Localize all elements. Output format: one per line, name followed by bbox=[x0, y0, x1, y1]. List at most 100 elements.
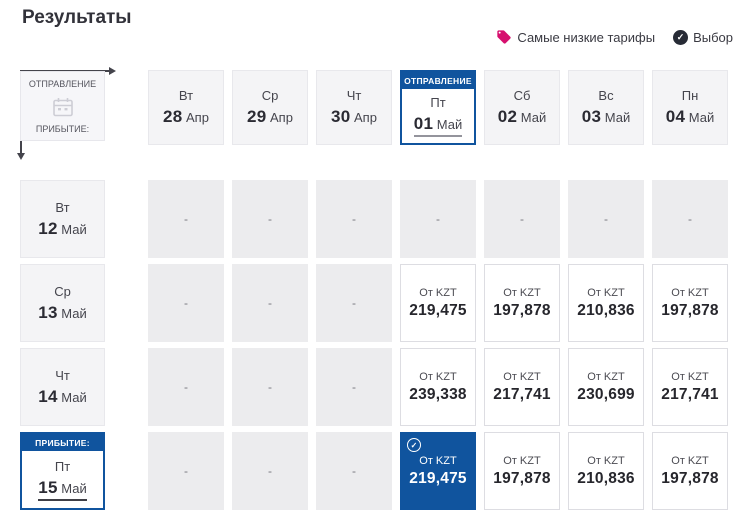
page-title: Результаты bbox=[22, 7, 132, 28]
fare-cell[interactable]: От KZT 197,878 bbox=[484, 264, 560, 342]
departure-column-header-3[interactable]: ОТПРАВЛЕНИЕ Пт 01 Май bbox=[400, 70, 476, 145]
legend-lowest-fares-label: Самые низкие тарифы bbox=[517, 29, 656, 45]
empty-cell-dash: - bbox=[184, 464, 188, 478]
fare-prefix: От KZT bbox=[503, 286, 541, 299]
departure-column-header-4[interactable]: Сб 02 Май bbox=[484, 70, 560, 145]
departure-column-header-6[interactable]: Пн 04 Май bbox=[652, 70, 728, 145]
fare-cell[interactable]: От KZT 217,741 bbox=[652, 348, 728, 426]
date-label: 01 Май bbox=[413, 114, 463, 137]
matrix-header-row: ОТПРАВЛЕНИЕ ПРИБЫТИЕ: bbox=[17, 67, 728, 160]
fare-amount: 210,836 bbox=[577, 301, 635, 319]
weekday-label: Чт bbox=[55, 367, 70, 383]
fare-prefix: От KZT bbox=[671, 454, 709, 467]
fare-amount: 217,741 bbox=[493, 385, 551, 403]
month-label: Май bbox=[436, 117, 463, 132]
empty-cell-dash: - bbox=[184, 380, 188, 394]
departure-column-header-5[interactable]: Вс 03 Май bbox=[568, 70, 644, 145]
empty-cell-dash: - bbox=[268, 464, 272, 478]
legend-lowest-fares: Самые низкие тарифы bbox=[496, 29, 655, 45]
fare-cell[interactable]: От KZT 197,878 bbox=[484, 432, 560, 510]
arrival-selected-badge: ПРИБЫТИЕ: bbox=[22, 434, 103, 451]
empty-cell-dash: - bbox=[352, 212, 356, 226]
fare-amount: 197,878 bbox=[661, 301, 719, 319]
day-number: 29 bbox=[247, 107, 267, 126]
fare-row-3: ПРИБЫТИЕ: Пт 15 Май - - - ✓ От KZT 219,475 От KZT… bbox=[20, 432, 728, 510]
fare-amount: 197,878 bbox=[493, 469, 551, 487]
fare-cell[interactable]: От KZT 197,878 bbox=[652, 264, 728, 342]
matrix-rows: Вт 12 Май - - - - - - - Ср 13 Май - - - От KZT 219,475 О… bbox=[20, 180, 728, 510]
empty-cell-dash: - bbox=[184, 296, 188, 310]
weekday-label: Чт bbox=[346, 88, 362, 103]
fare-amount: 210,836 bbox=[577, 469, 635, 487]
date-label: 30 Апр bbox=[331, 107, 377, 127]
month-label: Апр bbox=[353, 110, 377, 125]
fare-amount: 239,338 bbox=[409, 385, 467, 403]
month-label: Май bbox=[688, 110, 715, 125]
fare-cell[interactable]: От KZT 210,836 bbox=[568, 432, 644, 510]
selected-check-icon: ✓ bbox=[407, 438, 421, 452]
fare-cell-empty: - bbox=[400, 180, 476, 258]
date-label: 12 Май bbox=[38, 219, 86, 239]
arrival-row-header-1[interactable]: Ср 13 Май bbox=[20, 264, 105, 342]
month-label: Май bbox=[61, 389, 87, 405]
day-number: 28 bbox=[163, 107, 183, 126]
fare-cell-empty: - bbox=[316, 348, 392, 426]
day-number: 01 bbox=[413, 114, 434, 133]
month-label: Апр bbox=[185, 110, 209, 125]
fare-row-0: Вт 12 Май - - - - - - - bbox=[20, 180, 728, 258]
fare-amount: 197,878 bbox=[661, 469, 719, 487]
date-label: 28 Апр bbox=[163, 107, 209, 127]
month-label: Май bbox=[61, 305, 87, 321]
fare-cell[interactable]: От KZT 210,836 bbox=[568, 264, 644, 342]
fare-cell-selected[interactable]: ✓ От KZT 219,475 bbox=[400, 432, 476, 510]
fare-cell-empty: - bbox=[232, 432, 308, 510]
date-label: 04 Май bbox=[666, 107, 714, 127]
departure-axis-label: ОТПРАВЛЕНИЕ bbox=[28, 79, 97, 89]
day-number: 12 bbox=[38, 218, 58, 238]
fare-prefix: От KZT bbox=[587, 370, 625, 383]
fare-cell-empty: - bbox=[148, 348, 224, 426]
fare-prefix: От KZT bbox=[503, 454, 541, 467]
date-label: 29 Апр bbox=[247, 107, 293, 127]
fare-cell[interactable]: От KZT 230,699 bbox=[568, 348, 644, 426]
weekday-label: Сб bbox=[513, 88, 531, 103]
fare-prefix: От KZT bbox=[671, 370, 709, 383]
fare-cell[interactable]: От KZT 217,741 bbox=[484, 348, 560, 426]
fare-row-1: Ср 13 Май - - - От KZT 219,475 От KZT 197,878 От … bbox=[20, 264, 728, 342]
empty-cell-dash: - bbox=[352, 464, 356, 478]
empty-cell-dash: - bbox=[352, 380, 356, 394]
weekday-label: Пт bbox=[54, 458, 71, 474]
departure-column-header-1[interactable]: Ср 29 Апр bbox=[232, 70, 308, 145]
arrival-row-header-3[interactable]: ПРИБЫТИЕ: Пт 15 Май bbox=[20, 432, 105, 510]
axis-legend-box: ОТПРАВЛЕНИЕ ПРИБЫТИЕ: bbox=[20, 71, 105, 141]
fare-cell[interactable]: От KZT 239,338 bbox=[400, 348, 476, 426]
month-label: Май bbox=[61, 480, 87, 496]
empty-cell-dash: - bbox=[604, 212, 608, 226]
fare-amount: 219,475 bbox=[409, 301, 467, 319]
arrival-row-header-0[interactable]: Вт 12 Май bbox=[20, 180, 105, 258]
date-label: 03 Май bbox=[582, 107, 630, 127]
fare-prefix: От KZT bbox=[419, 286, 457, 299]
date-label: 14 Май bbox=[38, 387, 86, 407]
fare-prefix: От KZT bbox=[587, 454, 625, 467]
weekday-label: Вт bbox=[55, 199, 70, 215]
fare-cell[interactable]: От KZT 197,878 bbox=[652, 432, 728, 510]
empty-cell-dash: - bbox=[184, 212, 188, 226]
fare-cell-empty: - bbox=[148, 432, 224, 510]
fare-cell[interactable]: От KZT 219,475 bbox=[400, 264, 476, 342]
fare-prefix: От KZT bbox=[419, 454, 457, 467]
legend-selection-label: Выбор bbox=[693, 29, 733, 45]
arrival-row-header-2[interactable]: Чт 14 Май bbox=[20, 348, 105, 426]
fare-cell-empty: - bbox=[232, 180, 308, 258]
day-number: 03 bbox=[581, 107, 602, 126]
weekday-label: Пн bbox=[681, 88, 699, 103]
empty-cell-dash: - bbox=[268, 380, 272, 394]
empty-cell-dash: - bbox=[268, 296, 272, 310]
day-number: 02 bbox=[497, 107, 518, 126]
departure-column-header-2[interactable]: Чт 30 Апр bbox=[316, 70, 392, 145]
weekday-label: Пт bbox=[430, 95, 446, 110]
departure-column-header-0[interactable]: Вт 28 Апр bbox=[148, 70, 224, 145]
day-number: 13 bbox=[38, 302, 58, 322]
fare-cell-empty: - bbox=[316, 180, 392, 258]
